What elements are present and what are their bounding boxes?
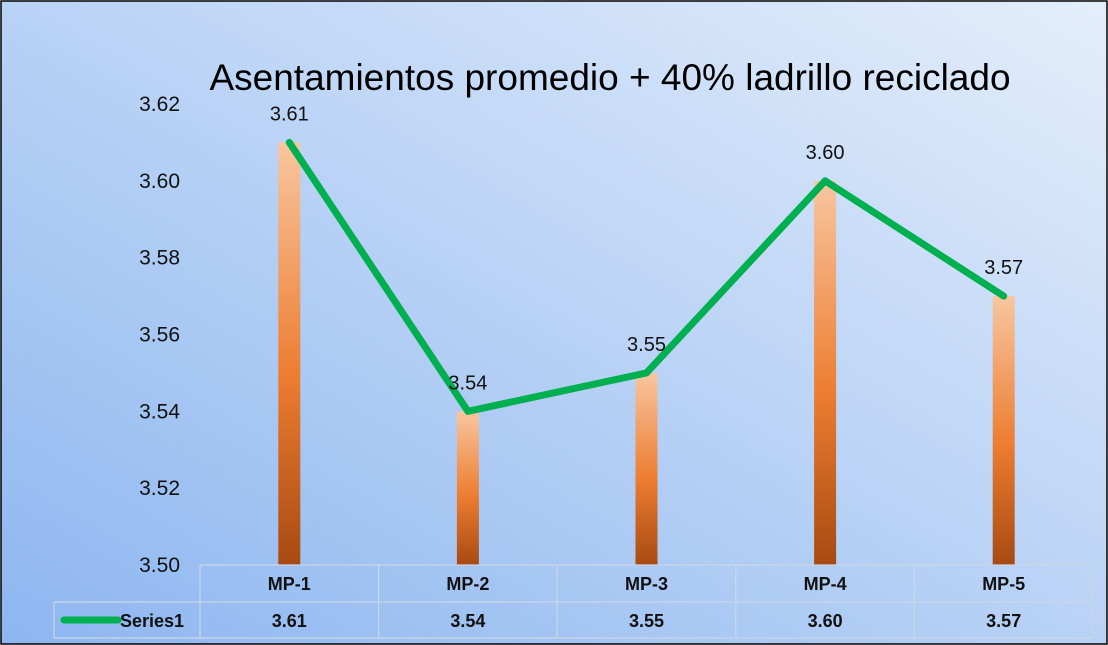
bar: [278, 142, 301, 565]
table-value-cell: 3.60: [808, 611, 843, 631]
table-value-cell: 3.61: [272, 611, 307, 631]
chart-title: Asentamientos promedio + 40% ladrillo re…: [209, 57, 1010, 98]
table-header-cell: MP-4: [804, 574, 847, 594]
data-label: 3.60: [806, 142, 845, 164]
legend-label: Series1: [120, 611, 184, 631]
y-tick-label: 3.60: [139, 170, 180, 193]
y-tick-label: 3.50: [139, 554, 180, 577]
data-label: 3.57: [984, 257, 1023, 279]
table-header-cell: MP-3: [625, 574, 668, 594]
data-labels-group: 3.61 3.54 3.55 3.60 3.57: [270, 103, 1023, 394]
data-label: 3.54: [448, 372, 487, 394]
bar: [814, 180, 837, 566]
table-header-cell: MP-5: [982, 574, 1025, 594]
bar: [992, 296, 1015, 565]
y-axis-ticks: 3.62 3.60 3.58 3.56 3.54 3.52 3.50: [139, 93, 180, 577]
table-header-cell: MP-2: [446, 574, 489, 594]
bar: [635, 372, 658, 565]
data-table: MP-1 MP-2 MP-3 MP-4 MP-5 3.61 3.54 3.55 3.60 3.57…: [53, 564, 1094, 639]
y-tick-label: 3.56: [139, 324, 180, 347]
bar: [456, 411, 479, 565]
table-value-cell: 3.55: [629, 611, 664, 631]
series-line: [285, 138, 1008, 415]
y-tick-label: 3.54: [139, 400, 180, 423]
table-value-cell: 3.54: [450, 611, 485, 631]
table-value-cell: 3.57: [986, 611, 1021, 631]
line-group: [285, 138, 1008, 415]
table-header-cell: MP-1: [268, 574, 311, 594]
data-label: 3.55: [627, 334, 666, 356]
y-tick-label: 3.62: [139, 93, 180, 116]
y-tick-label: 3.58: [139, 247, 180, 270]
bars-group: [278, 142, 1015, 566]
data-label: 3.61: [270, 103, 309, 125]
y-tick-label: 3.52: [139, 477, 180, 500]
